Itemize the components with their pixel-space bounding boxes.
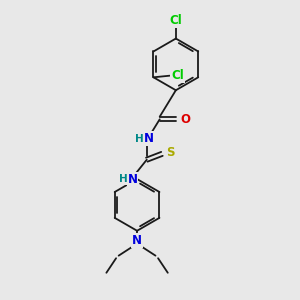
Text: O: O xyxy=(180,113,190,126)
Text: S: S xyxy=(166,146,175,159)
Text: H: H xyxy=(119,174,128,184)
Text: Cl: Cl xyxy=(169,14,182,27)
Text: N: N xyxy=(132,234,142,247)
Text: N: N xyxy=(144,132,154,145)
Text: N: N xyxy=(128,172,138,186)
Text: H: H xyxy=(135,134,144,144)
Text: Cl: Cl xyxy=(171,69,184,82)
